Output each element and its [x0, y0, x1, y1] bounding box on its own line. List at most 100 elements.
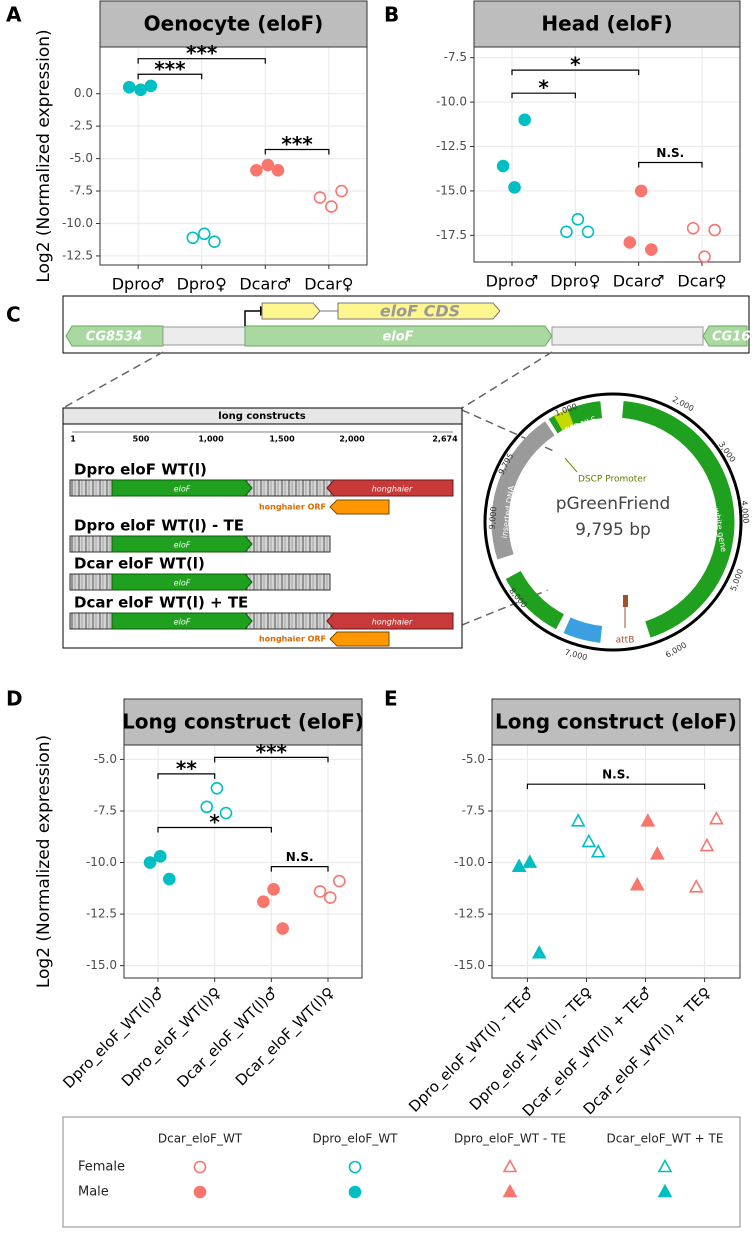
point — [257, 895, 270, 909]
point — [186, 231, 200, 245]
point — [640, 813, 656, 827]
x-tick-label: Dcar_eloF_WT(l)♂ — [173, 983, 282, 1092]
significance-bracket — [511, 92, 576, 99]
ruler-label: 1,000 — [198, 435, 224, 444]
ruler-label: 2,000 — [339, 435, 365, 444]
significance-label: N.S. — [602, 768, 630, 782]
point — [200, 800, 214, 814]
scale-label: 9,000 — [488, 506, 499, 530]
cds-label: eloF CDS — [380, 302, 460, 321]
significance-bracket — [638, 161, 703, 168]
point — [522, 854, 538, 868]
point — [143, 856, 157, 869]
x-tick-label: Dcar♂ — [239, 275, 291, 294]
legend-column-label: Dcar_eloF_WT + TE — [607, 1132, 724, 1146]
cds-arrow — [261, 302, 321, 320]
significance-label: * — [570, 53, 581, 77]
ruler-label: 500 — [133, 435, 150, 444]
chart-title: Head (eloF) — [541, 12, 672, 36]
x-tick-label: Dpro♂ — [486, 272, 539, 291]
cds-arrow — [337, 302, 501, 320]
y-tick-label: -10.0 — [62, 216, 93, 230]
point — [590, 844, 606, 858]
y-tick-label: -5.0 — [94, 752, 117, 766]
orf-label: honghaier ORF — [259, 503, 326, 512]
point — [698, 250, 711, 263]
scale-label: 4,000 — [740, 500, 751, 524]
point — [219, 806, 233, 820]
point — [657, 1158, 673, 1173]
point — [688, 879, 704, 893]
x-tick-label: Dpro♂ — [112, 275, 165, 294]
significance-label: *** — [256, 740, 288, 764]
point — [629, 877, 645, 891]
x-tick-label: Dpro_eloF_WT(l)♀ — [118, 983, 226, 1091]
point — [134, 83, 147, 97]
construct-label: Dcar eloF WT(l) + TE — [74, 594, 248, 612]
point — [496, 159, 510, 173]
gene-map: CG8534 eloF CG16904 eloF CDS — [62, 295, 752, 354]
point — [271, 163, 285, 177]
panel-label: E — [384, 687, 398, 711]
point — [518, 113, 531, 127]
y-tick-label: -7.5 — [94, 803, 117, 817]
title-strip — [99, 0, 368, 48]
point — [122, 80, 136, 94]
x-tick-label: Dcar♀ — [304, 275, 353, 294]
significance-bracket — [526, 783, 706, 790]
y-tick-label: -7.5 — [444, 50, 467, 64]
y-tick-label: -15.0 — [86, 958, 117, 972]
point — [699, 837, 715, 852]
feature-label: DSCP Promoter — [578, 475, 647, 485]
point — [333, 874, 346, 888]
point — [193, 1185, 207, 1199]
significance-label: * — [209, 810, 220, 834]
zoom-line — [62, 351, 164, 409]
significance-label: N.S. — [656, 146, 684, 160]
scale-label: 7,000 — [564, 648, 588, 663]
feature-label: ori — [595, 609, 605, 618]
legend-row-label: Female — [78, 1160, 125, 1175]
orf-arrow — [329, 499, 390, 515]
significance-bracket — [137, 58, 266, 64]
y-tick-label: -12.5 — [454, 907, 485, 921]
y-tick-label: -12.5 — [62, 248, 93, 262]
segment-label: honghaier — [372, 485, 413, 494]
scale-label: 6,000 — [664, 640, 688, 659]
y-tick-label: -10.0 — [436, 95, 467, 109]
point — [571, 213, 585, 226]
title-strip — [473, 0, 741, 48]
point — [144, 79, 158, 93]
gene-arrow — [244, 325, 553, 347]
segment-label: eloF — [174, 485, 191, 494]
point — [508, 181, 521, 194]
feature-arc — [548, 401, 603, 434]
point — [193, 1160, 207, 1174]
panel-label: A — [6, 3, 22, 27]
y-tick-label: -7.5 — [462, 803, 485, 817]
legend-column-label: Dcar_eloF_WT — [158, 1132, 243, 1146]
significance-bracket — [157, 826, 272, 833]
honghaier-arrow — [326, 612, 454, 630]
point — [348, 1185, 362, 1199]
y-tick-label: -7.5 — [70, 184, 93, 198]
point — [163, 872, 176, 886]
x-tick-label: Dpro_eloF_WT(l)♂ — [59, 983, 168, 1092]
x-tick-label: Dpro♀ — [550, 272, 600, 291]
gene-arrow — [702, 325, 748, 347]
point — [197, 227, 211, 241]
chart-title: Long construct (eloF) — [495, 710, 737, 734]
significance-bracket — [137, 73, 203, 80]
constructs-title: long constructs — [218, 411, 305, 422]
y-tick-label: -10.0 — [86, 855, 117, 869]
panel-label: B — [384, 3, 399, 27]
point — [645, 243, 658, 256]
point — [570, 813, 586, 827]
point — [581, 225, 595, 239]
y-tick-label: -12.5 — [436, 139, 467, 153]
point — [531, 945, 547, 959]
gene-label: CG8534 — [86, 330, 142, 345]
constructs-frame — [62, 407, 463, 649]
point — [210, 782, 224, 795]
ruler-label: 1 — [70, 435, 76, 444]
